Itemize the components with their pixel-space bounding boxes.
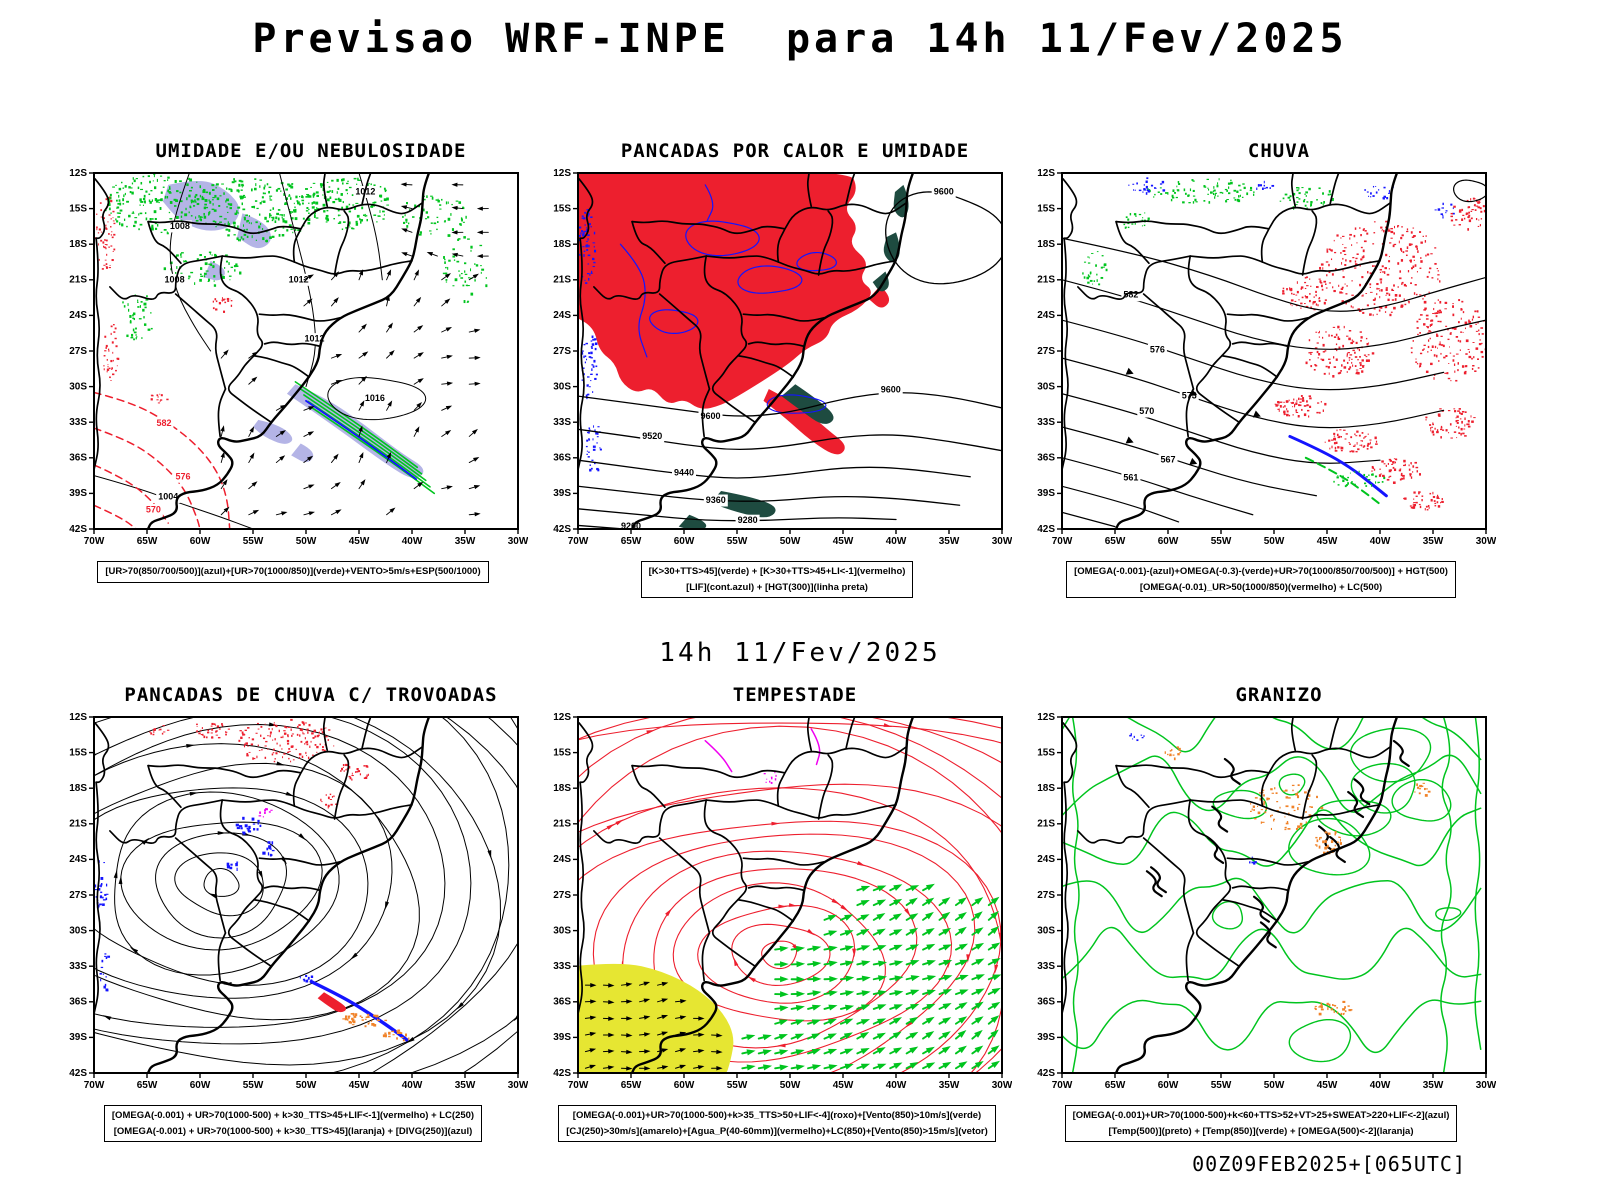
map-granizo bbox=[1026, 711, 1496, 1101]
panel-tempestade: TEMPESTADE [OMEGA(-0.001)+UR>70(1000-500… bbox=[542, 684, 1012, 1143]
caption-line: [OMEGA(-0.001) + UR>70(1000-500) + k>30_… bbox=[111, 1110, 475, 1121]
caption-line: [OMEGA(-0.001) + UR>70(1000-500) + k>30_… bbox=[113, 1125, 473, 1137]
caption-line: [OMEGA(-0.001)-(azul)+OMEGA(-0.3)-(verde… bbox=[1074, 566, 1448, 577]
panel-title-tempestade: TEMPESTADE bbox=[732, 684, 858, 706]
caption-line: [LIF](cont.azul) + [HGT(300)](linha pret… bbox=[686, 581, 868, 593]
caption-row: [OMEGA(-0.001)+UR>70(1000-500)+k<60+TTS>… bbox=[1026, 1105, 1496, 1143]
map-tempestade bbox=[542, 711, 1012, 1101]
caption-row: [UR>70(850/700/500)](azul)+[UR>70(1000/8… bbox=[58, 561, 528, 583]
panel-title-granizo: GRANIZO bbox=[1235, 684, 1323, 706]
caption-chuva: [OMEGA(-0.001)-(azul)+OMEGA(-0.3)-(verde… bbox=[1066, 561, 1456, 599]
panel-title-chuva: CHUVA bbox=[1247, 140, 1311, 162]
caption-trovoadas: [OMEGA(-0.001) + UR>70(1000-500) + k>30_… bbox=[103, 1105, 483, 1143]
panel-umidade: UMIDADE E/OU NEBULOSIDADE [UR>70(850/700… bbox=[58, 140, 528, 583]
caption-line: [OMEGA(-0.01)_UR>50(1000/850)(vermelho) … bbox=[1139, 581, 1383, 593]
caption-tempestade: [OMEGA(-0.001)+UR>70(1000-500)+k>35_TTS>… bbox=[558, 1105, 996, 1143]
page-title: Previsao WRF-INPE para 14h 11/Fev/2025 bbox=[252, 16, 1348, 62]
caption-line: [UR>70(850/700/500)](azul)+[UR>70(1000/8… bbox=[105, 566, 481, 577]
panel-trovoadas: PANCADAS DE CHUVA C/ TROVOADAS [OMEGA(-0… bbox=[58, 684, 528, 1143]
caption-pancadas-calor: [K>30+TTS>45](verde) + [K>30+TTS>45+LI<-… bbox=[640, 561, 914, 599]
caption-row: [OMEGA(-0.001) + UR>70(1000-500) + k>30_… bbox=[58, 1105, 528, 1143]
panel-title-trovoadas: PANCADAS DE CHUVA C/ TROVOADAS bbox=[124, 684, 498, 706]
caption-row: [OMEGA(-0.001)+UR>70(1000-500)+k>35_TTS>… bbox=[542, 1105, 1012, 1143]
map-umidade bbox=[58, 167, 528, 557]
caption-line: [OMEGA(-0.001)+UR>70(1000-500)+k<60+TTS>… bbox=[1072, 1110, 1450, 1121]
map-chuva bbox=[1026, 167, 1496, 557]
caption-line: [K>30+TTS>45](verde) + [K>30+TTS>45+LI<-… bbox=[648, 566, 906, 577]
map-trovoadas bbox=[58, 711, 528, 1101]
panel-granizo: GRANIZO [OMEGA(-0.001)+UR>70(1000-500)+k… bbox=[1026, 684, 1496, 1143]
caption-umidade: [UR>70(850/700/500)](azul)+[UR>70(1000/8… bbox=[97, 561, 489, 583]
caption-row: [K>30+TTS>45](verde) + [K>30+TTS>45+LI<-… bbox=[542, 561, 1012, 599]
caption-row: [OMEGA(-0.001)-(azul)+OMEGA(-0.3)-(verde… bbox=[1026, 561, 1496, 599]
valid-time-label: 14h 11/Fev/2025 bbox=[659, 638, 941, 668]
caption-line: [CJ(250)>30m/s](amarelo)+[Agua_P(40-60mm… bbox=[566, 1125, 988, 1137]
caption-line: [OMEGA(-0.001)+UR>70(1000-500)+k>35_TTS>… bbox=[572, 1110, 982, 1121]
map-pancadas-calor bbox=[542, 167, 1012, 557]
caption-line: [Temp(500)](preto) + [Temp(850)](verde) … bbox=[1108, 1125, 1414, 1137]
run-stamp: 00Z09FEB2025+[065UTC] bbox=[1192, 1152, 1466, 1176]
panel-pancadas-calor: PANCADAS POR CALOR E UMIDADE [K>30+TTS>4… bbox=[542, 140, 1012, 599]
panel-title-umidade: UMIDADE E/OU NEBULOSIDADE bbox=[155, 140, 467, 162]
caption-granizo: [OMEGA(-0.001)+UR>70(1000-500)+k<60+TTS>… bbox=[1064, 1105, 1458, 1143]
panel-title-pancadas-calor: PANCADAS POR CALOR E UMIDADE bbox=[620, 140, 970, 162]
panel-chuva: CHUVA [OMEGA(-0.001)-(azul)+OMEGA(-0.3)-… bbox=[1026, 140, 1496, 599]
